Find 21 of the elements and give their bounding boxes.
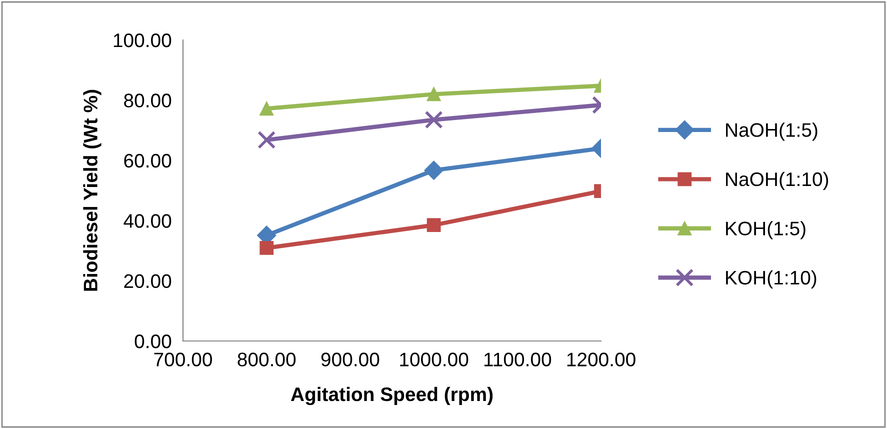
y-tick-label: 60.00: [124, 154, 172, 168]
point: [260, 241, 274, 255]
point: [260, 102, 274, 116]
x-tick-label: 1100.00: [484, 352, 552, 366]
y-axis-title: Biodiesel Yield (Wt %): [83, 90, 102, 291]
y-tick-label: 40.00: [124, 214, 172, 228]
x-tick-label: 1000.00: [400, 352, 468, 366]
x-tick-label: 800.00: [238, 352, 296, 366]
x-axis-title: Agitation Speed (rpm): [290, 386, 493, 406]
x-tick-label: 700.00: [154, 352, 212, 366]
y-tick-label: 80.00: [124, 94, 172, 108]
legend-label: KOH(1:10): [726, 270, 816, 288]
y-tick-label: 20.00: [124, 274, 172, 288]
x-tick-label: 900.00: [321, 352, 380, 366]
legend-label: NaOH(1:10): [726, 172, 828, 190]
point: [258, 130, 276, 149]
y-tick-label: 0.00: [134, 334, 172, 348]
legend-label: KOH(1:5): [726, 221, 806, 240]
legend-label: NaOH(1:5): [726, 122, 818, 141]
y-tick-label: 100.00: [114, 33, 172, 48]
x-tick-label: 1200.00: [567, 352, 636, 366]
